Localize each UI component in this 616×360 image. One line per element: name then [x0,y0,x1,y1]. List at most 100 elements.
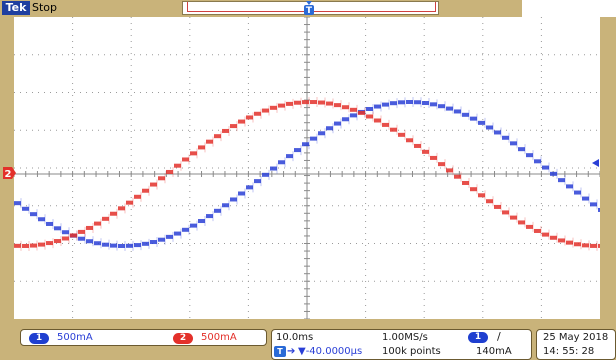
ch2-waveform-step [318,100,325,105]
ch1-waveform-step [14,201,21,206]
ch1-waveform-step [478,120,485,125]
ch1-waveform-step [102,242,109,247]
ch2-waveform-step [102,216,109,221]
ch2-waveform-step [46,241,53,246]
delay-arrow-icon: ➔ [287,346,296,357]
ch2-waveform-step [126,200,133,205]
ch2-waveform-step [198,145,205,150]
ch1-waveform-step [302,142,309,147]
ch1-waveform-step [286,154,293,159]
ch2-waveform-step [94,221,101,226]
ch1-waveform-step [126,243,133,248]
ch2-waveform-step [270,105,277,110]
trigger-label: T [306,6,313,16]
ch1-waveform-step [134,243,141,248]
ch1-waveform-step [414,100,421,105]
ch2-waveform-step [294,100,301,105]
delay-trigger-icon: T [274,346,286,357]
ch2-waveform-step [446,168,453,173]
ch1-waveform-step [510,141,517,146]
ch2-badge[interactable]: 2 [173,333,193,344]
ch2-waveform-step [574,242,581,247]
ch1-waveform-step [22,206,29,211]
ch2-waveform-step [502,210,509,215]
trigger-position-icon[interactable]: T [303,1,315,16]
record-length: 100k points [382,346,441,357]
brand-logo: Tek [2,1,30,15]
waveform-display[interactable] [14,17,600,319]
ch1-badge[interactable]: 1 [29,333,49,344]
ch1-waveform-step [582,196,589,201]
ch1-waveform-step [390,101,397,106]
ch1-waveform-step [502,135,509,140]
ch1-waveform-step [374,104,381,109]
ch2-ground-marker-icon[interactable]: 2 [3,166,17,180]
ch1-waveform-step [558,178,565,183]
ch2-waveform-step [358,110,365,115]
ch1-waveform-step [86,239,93,244]
ch2-waveform-step [70,233,77,238]
ch2-waveform-step [86,225,93,230]
ch1-waveform-step [214,208,221,213]
ch2-waveform-step [62,236,69,241]
ch2-waveform-step [206,139,213,144]
timebase-readout[interactable]: 10.0ms 1.00MS/s T ➔ ▼-40.0000μs 100k poi… [271,329,532,360]
date-time-readout: 25 May 2018 14: 55: 28 [536,329,616,360]
trigger-source-badge[interactable]: 1 [468,332,488,343]
ch2-waveform-step [438,162,445,167]
ch1-waveform-step [366,106,373,111]
ch2-scale: 500mA [201,332,237,343]
ch2-waveform-step [174,163,181,168]
ch2-waveform-step [54,239,61,244]
ch1-waveform-step [318,131,325,136]
ch1-waveform-step [110,243,117,248]
channel-readout[interactable]: 1 500mA 2 500mA [20,329,267,346]
ch2-waveform-step [422,149,429,154]
horizontal-scale: 10.0ms [276,332,314,343]
date: 25 May 2018 [543,332,609,343]
ch1-waveform-step [598,207,600,212]
ch1-waveform-step [350,113,357,118]
ch2-waveform-step [326,101,333,106]
ch2-waveform-step [158,176,165,181]
ch2-waveform-step [134,194,141,199]
ch2-waveform-step [566,240,573,245]
ch2-waveform-step [222,128,229,133]
acquisition-status: Stop [32,1,58,14]
ch1-waveform-step [446,106,453,111]
ch2-waveform-step [366,114,373,119]
ch2-waveform-step [142,188,149,193]
ch1-waveform-step [542,165,549,170]
ch2-waveform-step [238,119,245,124]
sample-rate: 1.00MS/s [382,332,428,343]
ch1-waveform-step [438,104,445,109]
ch2-waveform-step [462,180,469,185]
ch2-waveform-step [262,108,269,113]
ch1-waveform-step [78,236,85,241]
ch2-waveform-step [190,151,197,156]
trigger-level: 140mA [476,346,512,357]
ch2-waveform-step [150,182,157,187]
ch2-waveform-step [38,242,45,247]
ch1-waveform-step [54,226,61,231]
ch2-waveform-step [414,143,421,148]
ch1-waveform-step [230,197,237,202]
trigger-level-arrow-icon[interactable] [590,158,600,168]
ch2-waveform-step [390,127,397,132]
ch1-waveform-step [398,100,405,105]
ch1-waveform-step [310,136,317,141]
time: 14: 55: 28 [543,346,595,357]
ch1-waveform-step [182,227,189,232]
ch2-waveform-step [278,103,285,108]
ch2-waveform-step [534,228,541,233]
ch1-waveform-step [494,130,501,135]
ch1-waveform-step [262,172,269,177]
ch2-waveform-step [406,138,413,143]
ch2-waveform-step [486,199,493,204]
header-right-panel [522,0,616,17]
ch2-waveform-step [182,157,189,162]
ch2-waveform-step [510,215,517,220]
ch1-waveform-step [382,102,389,107]
ch2-waveform-step [590,243,597,248]
ch1-waveform-step [550,171,557,176]
